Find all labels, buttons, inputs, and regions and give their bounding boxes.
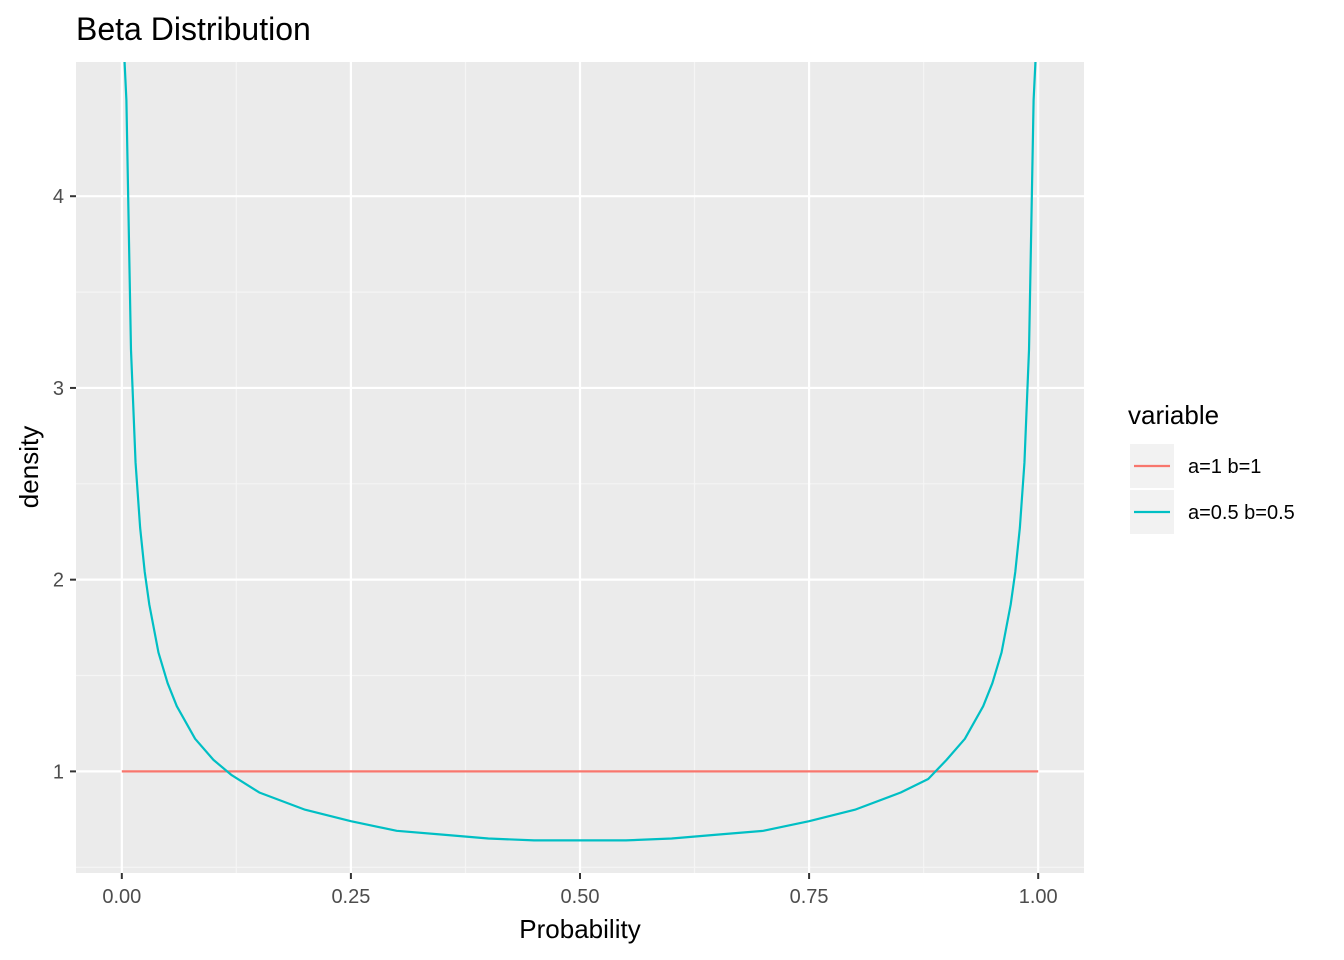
x-tick-label: 0.50: [561, 886, 600, 908]
x-axis-title: Probability: [519, 914, 640, 944]
y-tick-label: 1: [53, 761, 64, 783]
x-axis: 0.00 0.25 0.50 0.75 1.00: [102, 873, 1058, 908]
x-tick-label: 0.75: [790, 886, 829, 908]
series-lines: [121, 62, 1039, 842]
x-tick-label: 0.25: [331, 886, 370, 908]
legend-items: a=1 b=1 a=0.5 b=0.5: [1130, 444, 1295, 534]
chart-title: Beta Distribution: [76, 11, 311, 47]
legend-label: a=1 b=1: [1188, 456, 1261, 478]
y-axis: 1 2 3 4: [53, 186, 76, 783]
y-axis-title: density: [14, 426, 44, 508]
legend-title: variable: [1128, 400, 1219, 430]
y-tick-label: 2: [53, 570, 64, 592]
legend-label: a=0.5 b=0.5: [1188, 502, 1295, 524]
legend: variable a=1 b=1 a=0.5 b=0.5: [1128, 400, 1295, 534]
y-tick-label: 4: [53, 186, 64, 208]
x-tick-label: 0.00: [102, 886, 141, 908]
series-line-2: [123, 62, 1037, 842]
x-tick-label: 1.00: [1019, 886, 1058, 908]
y-tick-label: 3: [53, 378, 64, 400]
